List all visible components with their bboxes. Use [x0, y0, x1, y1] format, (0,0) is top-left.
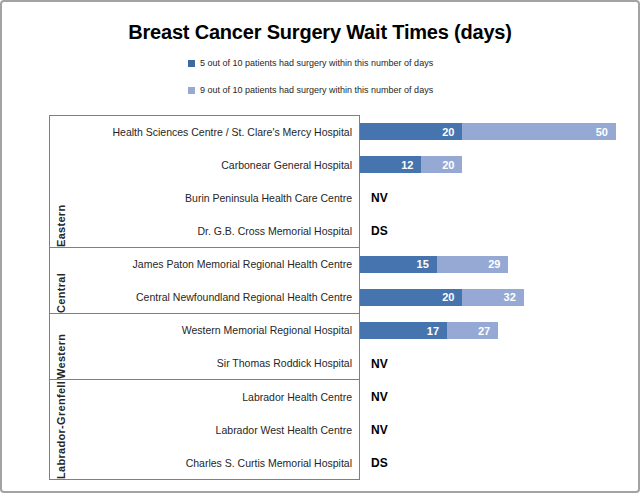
bar-row: DS: [360, 447, 629, 480]
bar-value-p90: 27: [478, 325, 490, 337]
note-label: DS: [371, 456, 388, 470]
bar-row: NV: [360, 347, 629, 380]
bar-row: NV: [360, 380, 629, 413]
bar-row: NV: [360, 181, 629, 214]
chart-title: Breast Cancer Surgery Wait Times (days): [2, 21, 638, 44]
bar-value-p50: 17: [427, 325, 439, 337]
note-label: NV: [371, 423, 388, 437]
bar-value-p50: 12: [401, 159, 413, 171]
hospital-label: Central Newfoundland Regional Health Cen…: [50, 281, 359, 314]
chart-frame: Breast Cancer Surgery Wait Times (days) …: [0, 0, 640, 493]
region-group: WesternWestern Memorial Regional Hospita…: [50, 314, 359, 380]
bars-layer: 50202012NVDS291532202717NVNVNVDS: [360, 115, 629, 480]
bar-track: 32 20: [360, 289, 524, 306]
legend: 5 out of 10 patients had surgery within …: [188, 55, 433, 98]
bar-track: 27 17: [360, 322, 498, 339]
hospital-label: James Paton Memorial Regional Health Cen…: [50, 248, 359, 281]
legend-item-p90: 9 out of 10 patients had surgery within …: [188, 82, 433, 98]
legend-swatch-p50-icon: [188, 60, 195, 67]
hospital-label: Dr. G.B. Cross Memorial Hospital: [50, 214, 359, 247]
note-label: NV: [371, 390, 388, 404]
chart-plot-area: EasternHealth Sciences Centre / St. Clar…: [49, 115, 629, 480]
bar-value-p50: 20: [442, 126, 454, 138]
legend-label-p50: 5 out of 10 patients had surgery within …: [200, 58, 433, 68]
region-group: Labrador-GrenfellLabrador Health CentreL…: [50, 380, 359, 479]
region-group: CentralJames Paton Memorial Regional Hea…: [50, 248, 359, 314]
bar-p50: 15: [360, 256, 437, 273]
bar-row: 2012: [360, 148, 629, 181]
bar-p50: 20: [360, 289, 462, 306]
legend-label-p90: 9 out of 10 patients had surgery within …: [200, 85, 433, 95]
bar-value-p50: 20: [442, 291, 454, 303]
region-group: EasternHealth Sciences Centre / St. Clar…: [50, 116, 359, 248]
hospital-label: Labrador West Health Centre: [50, 413, 359, 446]
region-label: Eastern: [55, 116, 67, 247]
hospital-label: Carbonear General Hospital: [50, 149, 359, 182]
hospital-label: Health Sciences Centre / St. Clare's Mer…: [50, 116, 359, 149]
legend-item-p50: 5 out of 10 patients had surgery within …: [188, 55, 433, 71]
bar-row: 29 15: [360, 248, 629, 281]
bar-track: 29 15: [360, 256, 508, 273]
bar-value-p90: 50: [596, 126, 608, 138]
bar-row: NV: [360, 414, 629, 447]
bar-p50: 17: [360, 322, 447, 339]
bar-p50: 12: [360, 156, 421, 173]
bar-value-p50: 15: [417, 258, 429, 270]
note-label: NV: [371, 357, 388, 371]
legend-swatch-p90-icon: [188, 87, 195, 94]
region-label: Western: [55, 314, 67, 379]
bar-p50: 20: [360, 123, 462, 140]
hospital-label: Western Memorial Regional Hospital: [50, 314, 359, 347]
hospital-label: Sir Thomas Roddick Hospital: [50, 347, 359, 380]
bar-row: 27 17: [360, 314, 629, 347]
bar-value-p90: 29: [488, 258, 500, 270]
bar-row: 50 20: [360, 115, 629, 148]
bar-row: 32 20: [360, 281, 629, 314]
bar-row: DS: [360, 215, 629, 248]
bar-value-p90: 20: [442, 159, 454, 171]
bar-value-p90: 32: [504, 291, 516, 303]
bar-track: 50 20: [360, 123, 616, 140]
bar-track: 2012: [360, 156, 462, 173]
note-label: DS: [371, 224, 388, 238]
hospital-label: Labrador Health Centre: [50, 380, 359, 413]
hospital-label: Burin Peninsula Health Care Centre: [50, 182, 359, 215]
note-label: NV: [371, 191, 388, 205]
region-label: Labrador-Grenfell: [55, 380, 67, 479]
region-label: Central: [55, 248, 67, 313]
hospital-label: Charles S. Curtis Memorial Hospital: [50, 446, 359, 479]
category-label-box: EasternHealth Sciences Centre / St. Clar…: [49, 115, 360, 480]
